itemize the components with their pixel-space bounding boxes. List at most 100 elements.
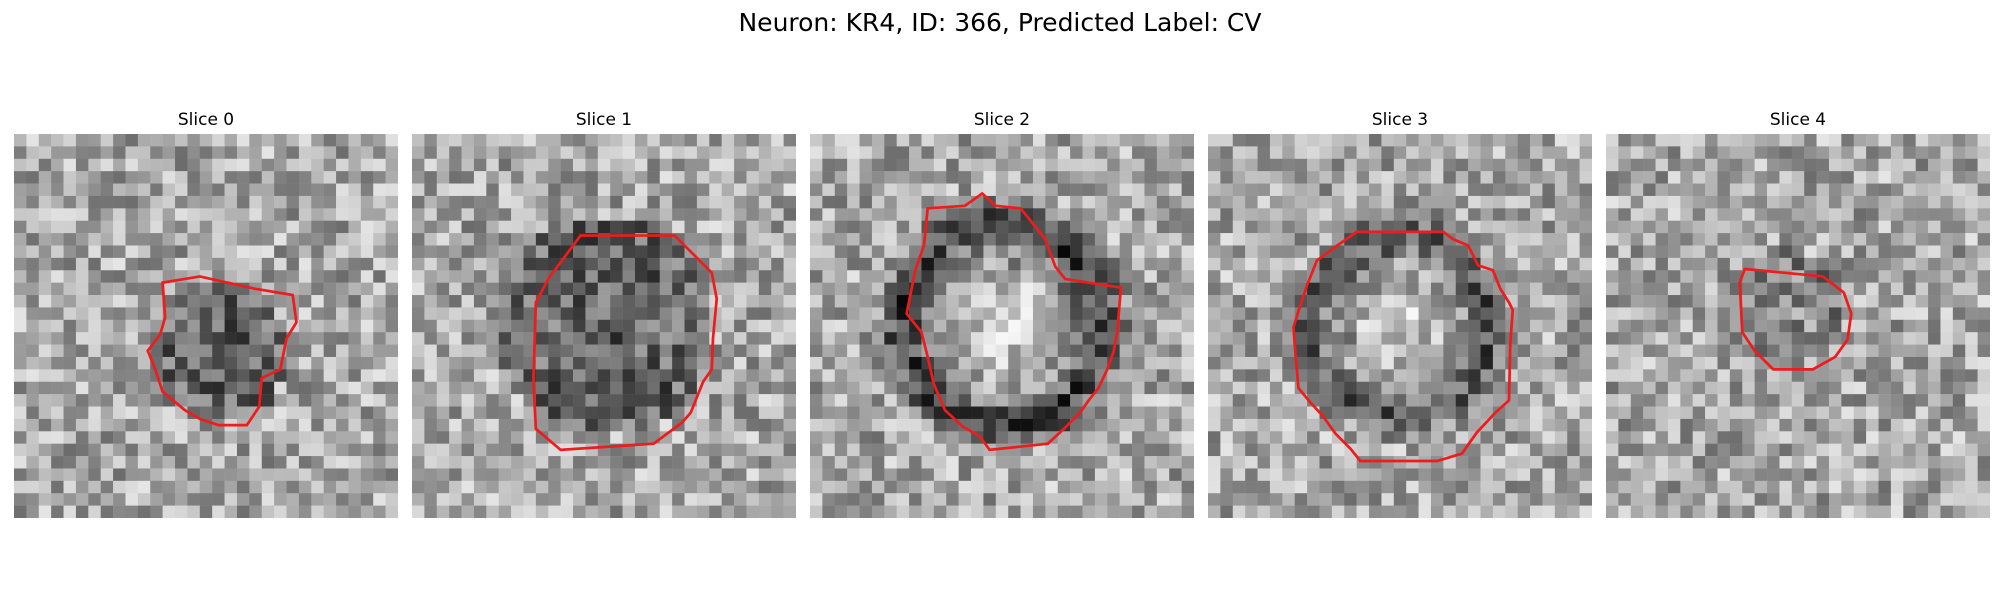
image-pixel: [1107, 369, 1120, 382]
image-pixel: [1928, 493, 1941, 506]
image-pixel: [1020, 344, 1034, 358]
image-pixel: [734, 443, 747, 457]
image-pixel: [1579, 493, 1592, 506]
image-pixel: [758, 332, 772, 345]
image-pixel: [1928, 195, 1941, 209]
image-pixel: [1866, 282, 1879, 296]
image-pixel: [63, 468, 77, 482]
image-pixel: [1020, 369, 1034, 382]
image-pixel: [1977, 344, 1990, 358]
image-pixel: [1344, 332, 1357, 345]
image-pixel: [847, 493, 860, 506]
image-pixel: [1070, 146, 1083, 160]
image-pixel: [684, 493, 698, 506]
image-pixel: [921, 220, 935, 234]
image-pixel: [983, 406, 997, 420]
image-pixel: [1169, 319, 1182, 333]
image-pixel: [659, 505, 673, 518]
image-pixel: [1057, 344, 1071, 358]
image-pixel: [946, 505, 959, 518]
image-pixel: [1257, 381, 1271, 395]
image-pixel: [1965, 418, 1978, 432]
image-pixel: [884, 134, 897, 147]
image-pixel: [1705, 245, 1718, 259]
image-pixel: [1282, 505, 1295, 518]
image-pixel: [1057, 146, 1071, 160]
image-pixel: [1717, 245, 1731, 259]
image-pixel: [834, 233, 848, 246]
image-pixel: [597, 332, 611, 345]
image-pixel: [38, 505, 52, 518]
image-pixel: [100, 480, 114, 494]
image-pixel: [1232, 418, 1246, 432]
image-pixel: [1232, 332, 1246, 345]
image-pixel: [672, 220, 685, 234]
image-pixel: [659, 344, 673, 358]
image-pixel: [1045, 233, 1058, 246]
image-pixel: [771, 468, 784, 482]
image-pixel: [622, 270, 636, 283]
image-pixel: [373, 418, 386, 432]
image-pixel: [63, 183, 77, 197]
image-pixel: [498, 245, 512, 259]
image-pixel: [560, 480, 574, 494]
image-pixel: [1767, 295, 1780, 308]
image-pixel: [113, 356, 126, 370]
image-pixel: [1032, 134, 1046, 147]
image-pixel: [834, 195, 848, 209]
image-pixel: [63, 195, 77, 209]
image-pixel: [1853, 394, 1867, 407]
image-pixel: [1742, 468, 1755, 482]
image-pixel: [511, 270, 524, 283]
image-pixel: [1579, 406, 1592, 420]
image-pixel: [859, 369, 873, 382]
image-pixel: [461, 493, 475, 506]
image-pixel: [224, 307, 238, 321]
image-pixel: [1890, 233, 1904, 246]
image-pixel: [1630, 394, 1644, 407]
image-pixel: [1655, 505, 1669, 518]
image-pixel: [1680, 406, 1693, 420]
image-pixel: [1928, 332, 1941, 345]
image-pixel: [1032, 418, 1046, 432]
image-pixel: [1542, 245, 1556, 259]
image-pixel: [560, 493, 574, 506]
image-pixel: [1169, 431, 1182, 444]
image-pixel: [175, 431, 188, 444]
image-pixel: [1045, 282, 1058, 296]
image-pixel: [1319, 505, 1333, 518]
image-pixel: [323, 257, 337, 271]
image-pixel: [672, 307, 685, 321]
image-pixel: [88, 134, 101, 147]
image-pixel: [1307, 443, 1320, 457]
image-pixel: [1119, 332, 1133, 345]
image-pixel: [1269, 307, 1283, 321]
image-pixel: [1208, 406, 1221, 420]
image-pixel: [436, 418, 450, 432]
image-pixel: [1443, 468, 1456, 482]
image-pixel: [859, 307, 873, 321]
image-pixel: [1393, 406, 1407, 420]
image-pixel: [1579, 456, 1592, 469]
image-pixel: [1779, 443, 1793, 457]
image-pixel: [585, 356, 599, 370]
image-pixel: [634, 208, 648, 221]
image-pixel: [847, 208, 860, 221]
image-pixel: [1356, 356, 1370, 370]
image-pixel: [187, 332, 201, 345]
image-pixel: [1344, 344, 1357, 358]
image-pixel: [1717, 480, 1731, 494]
image-pixel: [1045, 344, 1058, 358]
image-pixel: [1119, 381, 1133, 395]
image-pixel: [348, 270, 362, 283]
image-pixel: [1381, 418, 1395, 432]
image-pixel: [373, 431, 386, 444]
image-pixel: [1455, 332, 1469, 345]
image-pixel: [1579, 208, 1592, 221]
image-pixel: [323, 158, 337, 172]
image-pixel: [461, 505, 475, 518]
image-pixel: [535, 431, 549, 444]
image-pixel: [1430, 369, 1444, 382]
image-pixel: [486, 369, 499, 382]
image-pixel: [909, 493, 922, 506]
